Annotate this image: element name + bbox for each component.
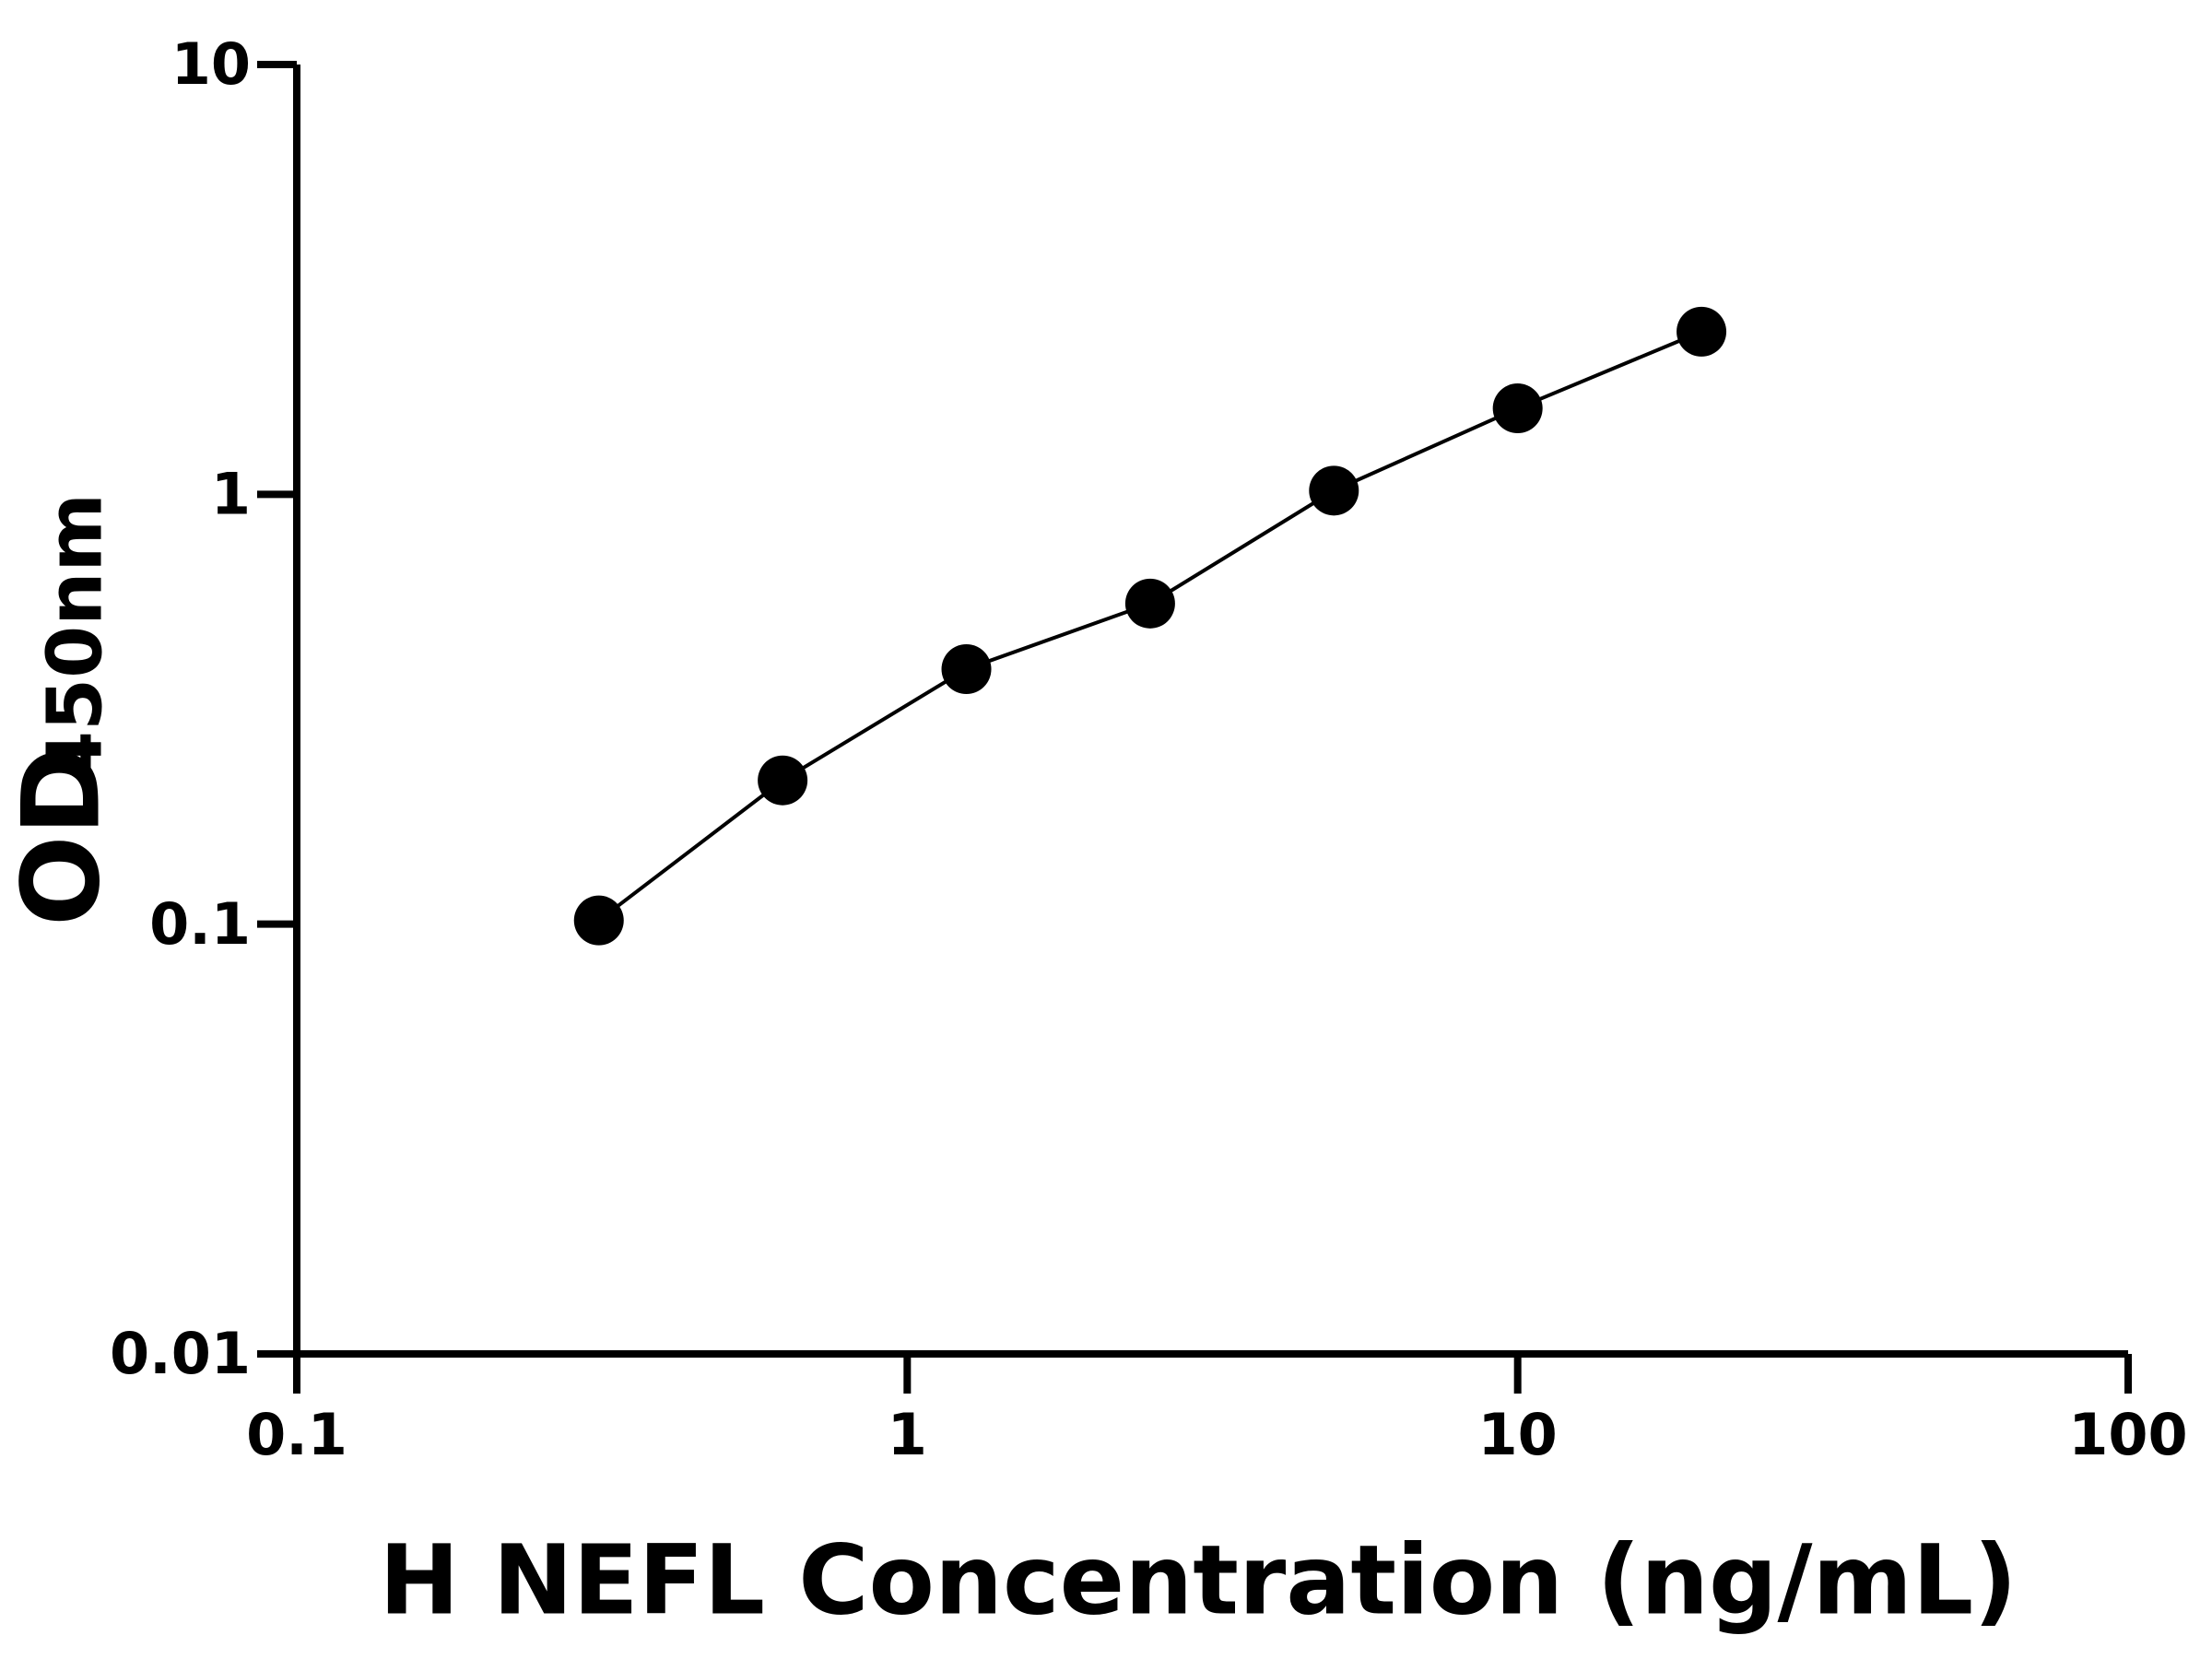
- data-point: [1124, 578, 1175, 629]
- x-axis-label: H NEFL Concentration (ng/mL): [379, 1524, 2017, 1636]
- y-tick-label: 0.01: [110, 1320, 251, 1387]
- y-axis-label-subscript: 450nm: [31, 493, 119, 783]
- y-tick-label: 0.1: [149, 890, 251, 958]
- y-tick-label: 1: [211, 460, 251, 527]
- x-tick-label: 0.1: [246, 1401, 347, 1468]
- x-tick-label: 1: [888, 1401, 927, 1468]
- y-axis-label: OD: [0, 747, 124, 926]
- data-point: [1677, 306, 1727, 357]
- data-point: [1309, 465, 1359, 516]
- y-axis-label-group: OD 450nm: [0, 493, 124, 926]
- x-tick-label: 100: [2068, 1401, 2187, 1468]
- data-point: [758, 755, 808, 806]
- y-tick-label: 10: [171, 30, 251, 98]
- data-point: [941, 643, 992, 694]
- data-point: [573, 895, 624, 946]
- x-tick-label: 10: [1478, 1401, 1558, 1468]
- data-point: [1492, 383, 1543, 434]
